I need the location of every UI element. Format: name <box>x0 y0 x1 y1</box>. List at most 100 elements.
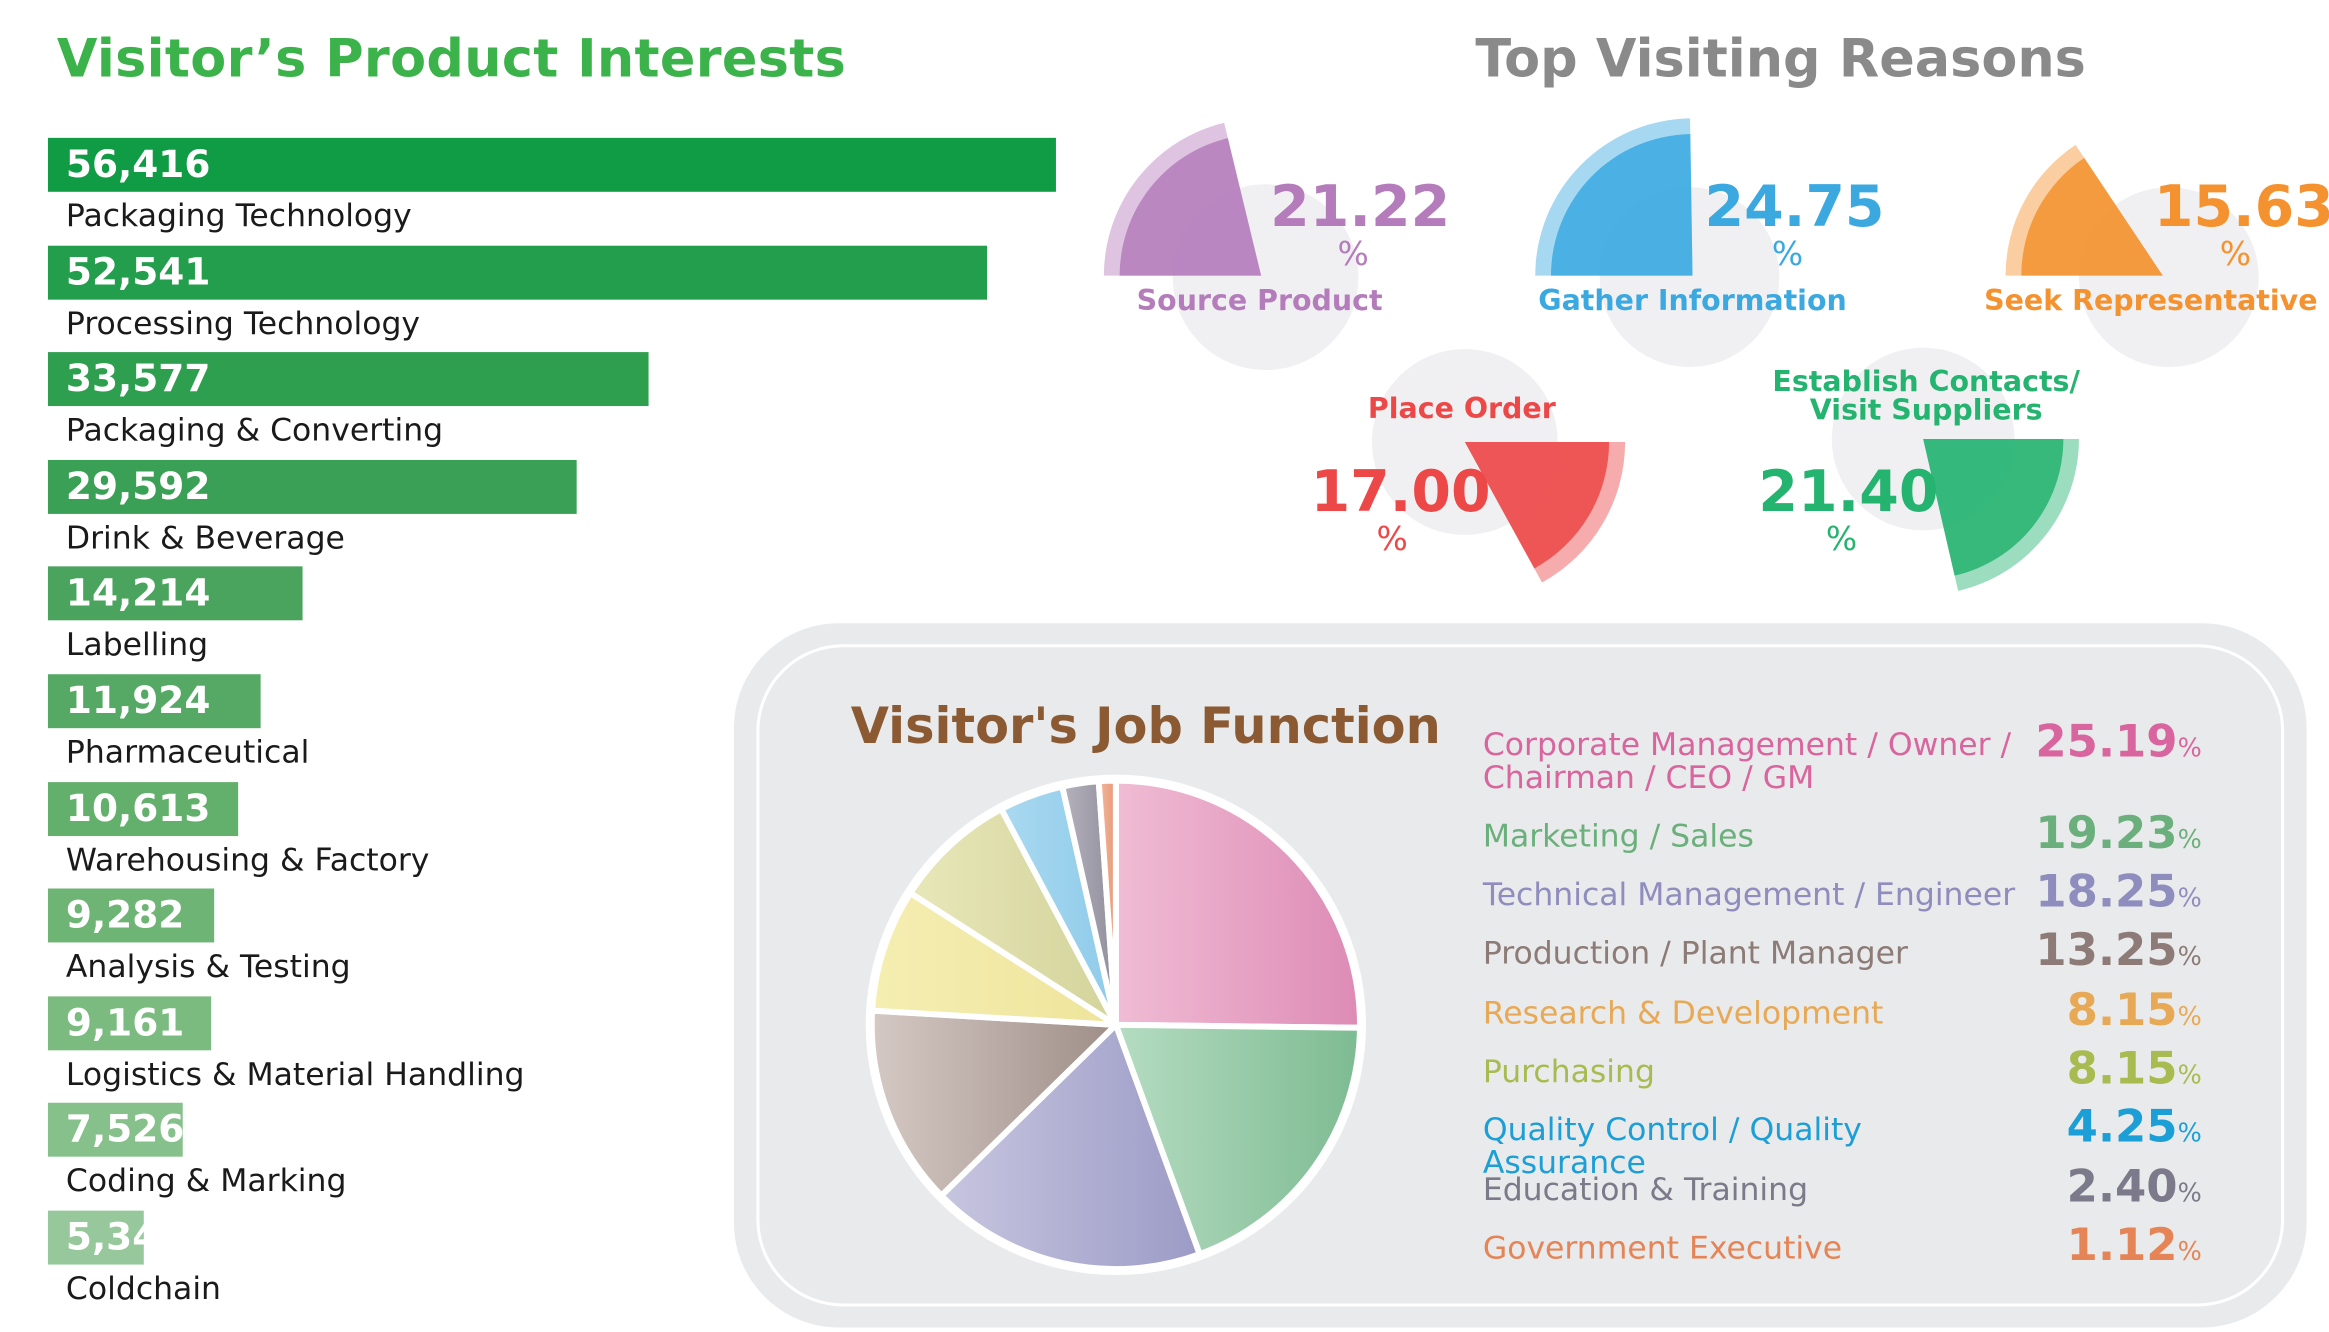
legend-label: Research & Development <box>1482 994 1884 1031</box>
bar-category-label: Pharmaceutical <box>65 734 310 771</box>
pie-slice <box>938 1021 1203 1273</box>
reason-percent-sign: % <box>1771 236 1804 275</box>
bar-category-label: Logistics & Material Handling <box>65 1055 525 1092</box>
bar-category-label: Processing Technology <box>65 305 421 342</box>
reason-label: Source Product <box>1136 284 1383 318</box>
legend-row: Research & Development 8.15% <box>1482 984 2202 1056</box>
legend-percent-sign: % <box>2177 825 2202 856</box>
reason-value: 21.22 <box>1270 173 1451 240</box>
bar <box>47 459 577 514</box>
visiting-reasons-chart <box>1103 118 2259 591</box>
legend-row: Production / Plant Manager 13.25% <box>1483 924 2202 996</box>
product-interests-bar-chart: 56,416 Packaging Technology 52,541 Processi… <box>0 0 1078 1332</box>
bar-value-label: 9,282 <box>65 893 185 937</box>
pie-slice <box>1095 777 1119 1028</box>
legend-value-number: 13.25 <box>2035 924 2178 977</box>
bar-category-label: Warehousing & Factory <box>65 841 430 878</box>
bar-row: 7,526 Coding & Marking <box>47 1103 1096 1211</box>
visiting-reasons-title: Top Visiting Reasons <box>1475 29 2086 90</box>
legend-row: Purchasing 8.15% <box>1482 1043 2202 1115</box>
bar <box>47 566 302 621</box>
reason-wedge <box>1464 441 1610 569</box>
bar-value-label: 52,541 <box>65 249 211 294</box>
reason-value: 17.00 <box>1310 458 1491 525</box>
legend-label: Quality Control / Quality Assurance <box>1482 1111 1862 1181</box>
reason-wedge <box>1550 134 1693 276</box>
legend-percent-sign: % <box>2177 1119 2202 1150</box>
bar-category-label: Packaging Technology <box>65 197 412 234</box>
bar-value-label: 56,416 <box>65 142 211 186</box>
legend-value: 1.12% <box>2067 1220 2202 1272</box>
bar-value-label: 14,214 <box>65 571 211 615</box>
legend-row: Marketing / Sales 19.23% <box>1482 808 2202 880</box>
bar-value-label: 9,161 <box>65 1000 185 1045</box>
bar-row: 14,214 Labelling <box>47 566 1096 675</box>
reason-percent-sign: % <box>2219 236 2252 275</box>
legend-percent-sign: % <box>2177 1002 2202 1033</box>
legend-value: 2.40% <box>2067 1161 2202 1213</box>
legend-value: 4.25% <box>2067 1101 2202 1153</box>
legend-value-number: 4.25 <box>2066 1101 2178 1154</box>
bar-row: 11,924 Pharmaceutical <box>47 674 1096 782</box>
legend-label: Purchasing <box>1482 1053 1655 1090</box>
reason-label: Place Order <box>1367 392 1556 426</box>
bar <box>47 888 214 943</box>
legend-value-number: 2.40 <box>2066 1161 2178 1214</box>
bar-value-label: 7,526 <box>65 1107 185 1152</box>
legend-label: Technical Management / Engineer <box>1482 876 2016 913</box>
bar-row: 33,577 Packaging & Converting <box>47 352 1096 460</box>
reason-label: Gather Information <box>1538 284 1847 318</box>
reason-label: Establish Contacts/ Visit Suppliers <box>1772 365 2080 428</box>
bar-category-label: Analysis & Testing <box>65 948 351 985</box>
reason-value: 15.63 <box>2153 173 2329 240</box>
legend-label: Government Executive <box>1482 1230 1843 1267</box>
reason-label: Seek Representative <box>1984 284 2318 318</box>
pie-slice <box>869 889 1119 1028</box>
legend-percent-sign: % <box>2177 1060 2202 1091</box>
legend-percent-sign: % <box>2177 883 2202 914</box>
product-interests-title: Visitor’s Product Interests <box>56 29 847 90</box>
pie-slice <box>868 1007 1119 1199</box>
bar-category-label: Packaging & Converting <box>65 412 444 449</box>
legend-percent-sign: % <box>2177 1179 2202 1210</box>
reason-percent-sign: % <box>1337 236 1369 275</box>
reason-value: 24.75 <box>1704 173 1885 240</box>
legend-value: 8.15% <box>2067 984 2202 1036</box>
bar-value-label: 11,924 <box>65 678 211 723</box>
bar-category-label: Coldchain <box>65 1270 221 1307</box>
legend-value: 19.23% <box>2035 808 2201 860</box>
legend-value-number: 8.15 <box>2066 1042 2178 1096</box>
bar-value-label: 5,340 <box>65 1215 185 1259</box>
pie-slice <box>1112 1021 1363 1258</box>
bar-row: 56,416 Packaging Technology <box>47 137 1096 246</box>
legend-label: Corporate Management / Owner / Chairman … <box>1482 726 2012 796</box>
legend-value: 8.15% <box>2067 1043 2202 1095</box>
legend-label: Education & Training <box>1482 1171 1809 1208</box>
bar-category-label: Drink & Beverage <box>65 519 345 556</box>
bar-row: 10,613 Warehousing & Factory <box>47 781 1096 890</box>
bar <box>47 352 648 407</box>
reason-percent-sign: % <box>1376 521 1408 559</box>
job-function-title: Visitor's Job Function <box>850 696 1441 756</box>
legend-value-number: 25.19 <box>2035 716 2178 769</box>
legend-label: Marketing / Sales <box>1482 818 1754 855</box>
legend-row: Education & Training 2.40% <box>1482 1161 2202 1233</box>
legend-value: 25.19% <box>2035 716 2201 768</box>
legend-percent-sign: % <box>2177 942 2202 973</box>
pie-slice <box>1112 777 1363 1031</box>
bar <box>47 674 261 729</box>
job-function-panel-border <box>756 644 2285 1307</box>
bar-row: 52,541 Processing Technology <box>47 245 1096 353</box>
bar-value-label: 29,592 <box>65 464 211 508</box>
pie-slice <box>907 806 1119 1028</box>
legend-value-number: 1.12 <box>2066 1219 2178 1273</box>
reason-wedge <box>1923 439 2064 576</box>
legend-percent-sign: % <box>2177 734 2202 765</box>
bar-row: 9,161 Logistics & Material Handling <box>47 996 1096 1104</box>
bar-category-label: Coding & Marking <box>65 1163 347 1200</box>
bar <box>47 245 987 300</box>
reason-wedge <box>1119 138 1262 276</box>
legend-row: Quality Control / Quality Assurance 4.25% <box>1483 1101 2202 1179</box>
legend-row: Technical Management / Engineer 18.25% <box>1482 866 2202 938</box>
legend-value-number: 18.25 <box>2035 866 2178 919</box>
